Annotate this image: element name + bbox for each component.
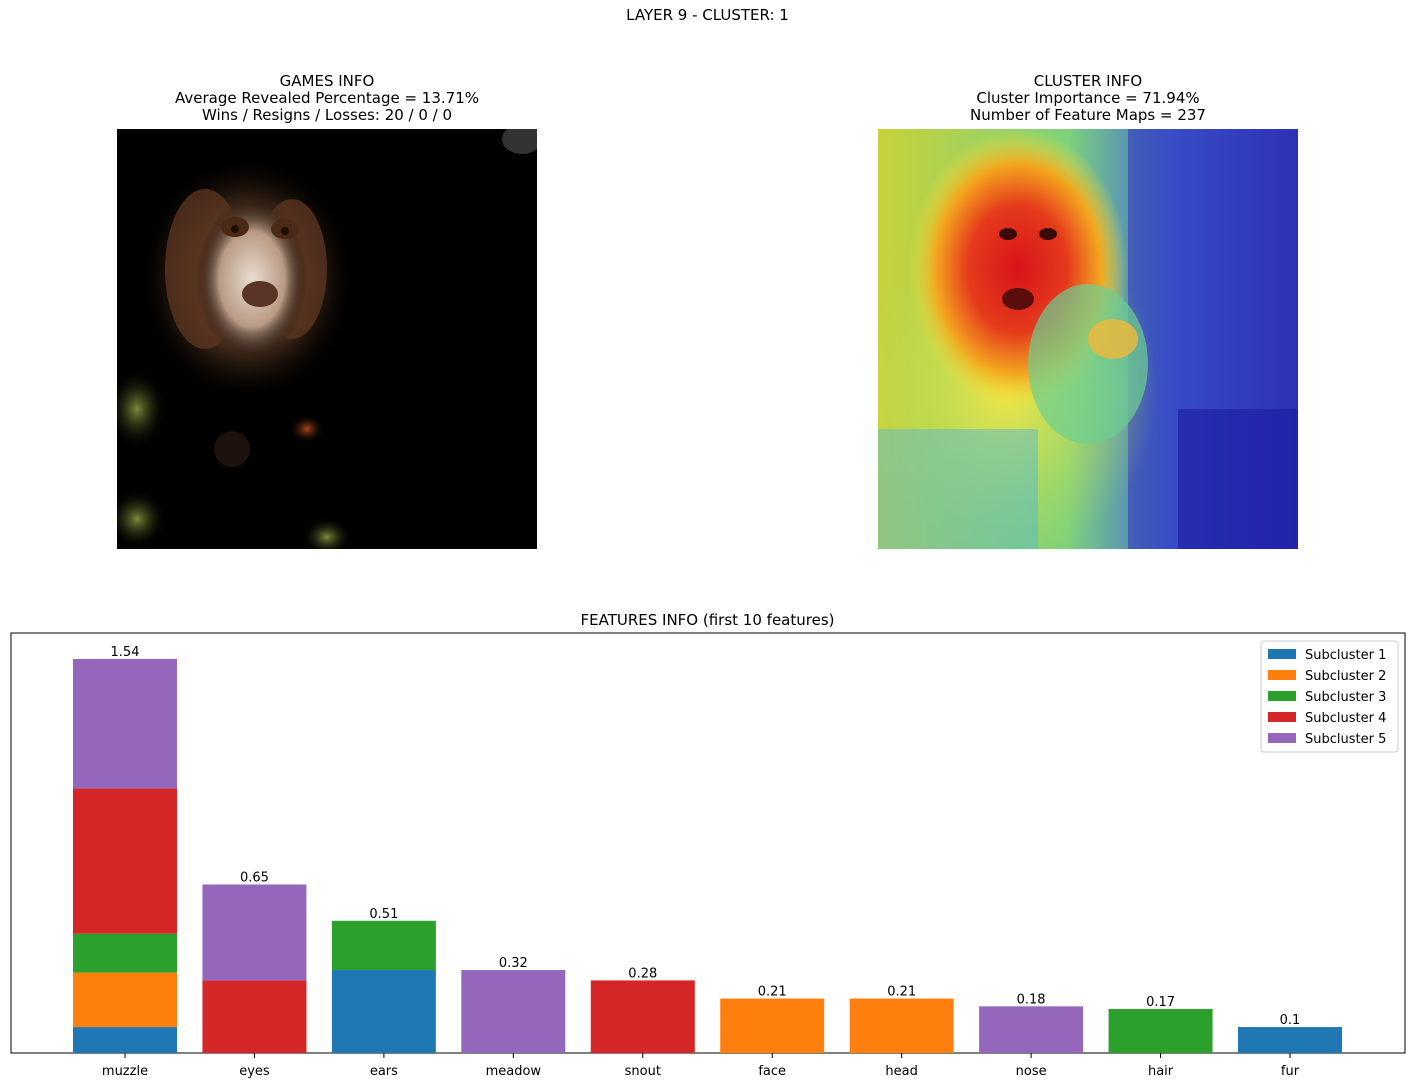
bar-meadow-subcluster-5 bbox=[461, 970, 566, 1053]
legend-label: Subcluster 2 bbox=[1305, 669, 1386, 684]
x-tick-label: meadow bbox=[486, 1064, 542, 1079]
legend-swatch bbox=[1268, 649, 1296, 659]
bar-muzzle-subcluster-2 bbox=[73, 972, 177, 1028]
legend-swatch bbox=[1268, 670, 1296, 680]
x-tick-label: snout bbox=[625, 1064, 661, 1079]
x-tick-label: face bbox=[758, 1064, 786, 1079]
bar-total-label: 0.21 bbox=[758, 985, 787, 1000]
legend-swatch bbox=[1268, 691, 1296, 701]
bar-muzzle-subcluster-1 bbox=[73, 1027, 177, 1053]
x-tick-label: eyes bbox=[239, 1064, 270, 1079]
bar-muzzle-subcluster-5 bbox=[73, 658, 177, 789]
bar-muzzle-subcluster-3 bbox=[73, 933, 177, 973]
legend-swatch bbox=[1268, 712, 1296, 722]
cluster-info-title-block: CLUSTER INFO Cluster Importance = 71.94%… bbox=[838, 73, 1338, 124]
games-info-title-block: GAMES INFO Average Revealed Percentage =… bbox=[77, 73, 577, 124]
bar-total-label: 0.32 bbox=[499, 956, 528, 971]
bar-total-label: 0.18 bbox=[1017, 992, 1046, 1007]
chart-title: FEATURES INFO (first 10 features) bbox=[580, 611, 835, 629]
x-tick-label: muzzle bbox=[102, 1064, 148, 1079]
bar-ears-subcluster-1 bbox=[331, 970, 436, 1053]
legend-label: Subcluster 1 bbox=[1305, 648, 1386, 663]
games-info-revealed: Average Revealed Percentage = 13.71% bbox=[174, 89, 479, 107]
bar-head-subcluster-2 bbox=[849, 998, 954, 1053]
games-info-record: Wins / Resigns / Losses: 20 / 0 / 0 bbox=[201, 106, 453, 124]
bar-eyes-subcluster-5 bbox=[202, 884, 307, 981]
bar-total-label: 0.28 bbox=[628, 966, 657, 981]
bar-total-label: 0.65 bbox=[240, 870, 269, 885]
bar-total-label: 0.17 bbox=[1146, 995, 1175, 1010]
cluster-info-importance: Cluster Importance = 71.94% bbox=[976, 89, 1200, 107]
legend bbox=[1260, 640, 1399, 753]
x-tick-label: hair bbox=[1148, 1064, 1174, 1079]
figure-title: LAYER 9 - CLUSTER: 1 bbox=[626, 6, 789, 24]
bar-fur-subcluster-1 bbox=[1238, 1027, 1342, 1053]
bar-total-label: 1.54 bbox=[111, 645, 140, 660]
legend-swatch bbox=[1268, 733, 1296, 743]
bar-hair-subcluster-3 bbox=[1108, 1008, 1213, 1053]
legend-label: Subcluster 3 bbox=[1305, 690, 1386, 705]
bar-muzzle-subcluster-4 bbox=[73, 788, 177, 934]
x-tick-label: fur bbox=[1281, 1064, 1300, 1079]
bar-total-label: 0.1 bbox=[1280, 1013, 1301, 1028]
x-tick-label: ears bbox=[370, 1064, 398, 1079]
bar-snout-subcluster-4 bbox=[590, 980, 695, 1053]
bar-face-subcluster-2 bbox=[720, 998, 825, 1053]
x-tick-label: head bbox=[885, 1064, 917, 1079]
legend-label: Subcluster 5 bbox=[1305, 732, 1386, 747]
games-info-title: GAMES INFO bbox=[279, 72, 375, 90]
legend-label: Subcluster 4 bbox=[1305, 711, 1386, 726]
bar-total-label: 0.51 bbox=[369, 907, 398, 922]
x-tick-label: nose bbox=[1016, 1064, 1047, 1079]
bar-eyes-subcluster-4 bbox=[202, 980, 307, 1053]
bar-ears-subcluster-3 bbox=[331, 920, 436, 971]
plot-frame bbox=[10, 632, 1406, 1054]
bar-nose-subcluster-5 bbox=[979, 1006, 1084, 1053]
games-info-image bbox=[117, 129, 537, 549]
bar-total-label: 0.21 bbox=[887, 985, 916, 1000]
cluster-info-title: CLUSTER INFO bbox=[1033, 72, 1143, 90]
cluster-info-heatmap-image bbox=[878, 129, 1298, 549]
cluster-info-feature-maps: Number of Feature Maps = 237 bbox=[970, 106, 1206, 124]
